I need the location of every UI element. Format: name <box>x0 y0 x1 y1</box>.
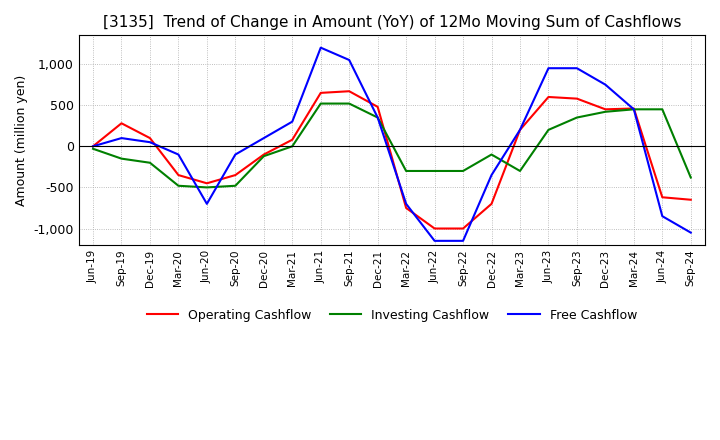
Free Cashflow <box>544 66 553 71</box>
Free Cashflow <box>316 45 325 50</box>
Operating Cashflow <box>572 96 581 101</box>
Free Cashflow <box>89 144 97 149</box>
Free Cashflow <box>459 238 467 243</box>
Free Cashflow <box>345 57 354 62</box>
Investing Cashflow <box>259 154 268 159</box>
Operating Cashflow <box>601 106 610 112</box>
Free Cashflow <box>117 136 126 141</box>
Operating Cashflow <box>374 104 382 110</box>
Operating Cashflow <box>174 172 183 178</box>
Investing Cashflow <box>174 183 183 188</box>
Free Cashflow <box>516 127 524 132</box>
Investing Cashflow <box>658 106 667 112</box>
Operating Cashflow <box>288 137 297 143</box>
Operating Cashflow <box>431 226 439 231</box>
Operating Cashflow <box>402 205 410 211</box>
Investing Cashflow <box>629 106 638 112</box>
Free Cashflow <box>572 66 581 71</box>
Free Cashflow <box>288 119 297 124</box>
Investing Cashflow <box>459 169 467 174</box>
Line: Investing Cashflow: Investing Cashflow <box>93 103 690 187</box>
Free Cashflow <box>202 201 211 206</box>
Title: [3135]  Trend of Change in Amount (YoY) of 12Mo Moving Sum of Cashflows: [3135] Trend of Change in Amount (YoY) o… <box>103 15 681 30</box>
Investing Cashflow <box>402 169 410 174</box>
Free Cashflow <box>487 172 496 178</box>
Operating Cashflow <box>145 136 154 141</box>
Investing Cashflow <box>686 175 695 180</box>
Free Cashflow <box>658 213 667 219</box>
Free Cashflow <box>402 201 410 206</box>
Free Cashflow <box>601 82 610 87</box>
Operating Cashflow <box>629 106 638 111</box>
Investing Cashflow <box>431 169 439 174</box>
Investing Cashflow <box>231 183 240 188</box>
Operating Cashflow <box>117 121 126 126</box>
Free Cashflow <box>374 115 382 120</box>
Investing Cashflow <box>117 156 126 161</box>
Line: Operating Cashflow: Operating Cashflow <box>93 91 690 228</box>
Operating Cashflow <box>487 201 496 206</box>
Free Cashflow <box>259 136 268 141</box>
Operating Cashflow <box>316 90 325 95</box>
Line: Free Cashflow: Free Cashflow <box>93 48 690 241</box>
Investing Cashflow <box>516 169 524 174</box>
Investing Cashflow <box>345 101 354 106</box>
Operating Cashflow <box>686 197 695 202</box>
Free Cashflow <box>629 106 638 112</box>
Free Cashflow <box>145 139 154 145</box>
Free Cashflow <box>231 152 240 157</box>
Operating Cashflow <box>231 172 240 178</box>
Operating Cashflow <box>658 194 667 200</box>
Investing Cashflow <box>89 146 97 151</box>
Operating Cashflow <box>516 127 524 132</box>
Investing Cashflow <box>145 160 154 165</box>
Free Cashflow <box>174 152 183 157</box>
Investing Cashflow <box>374 115 382 120</box>
Legend: Operating Cashflow, Investing Cashflow, Free Cashflow: Operating Cashflow, Investing Cashflow, … <box>142 304 642 327</box>
Operating Cashflow <box>345 88 354 94</box>
Y-axis label: Amount (million yen): Amount (million yen) <box>15 74 28 206</box>
Operating Cashflow <box>259 152 268 157</box>
Investing Cashflow <box>316 101 325 106</box>
Free Cashflow <box>431 238 439 243</box>
Operating Cashflow <box>544 94 553 99</box>
Investing Cashflow <box>572 115 581 120</box>
Free Cashflow <box>686 230 695 235</box>
Investing Cashflow <box>487 152 496 157</box>
Operating Cashflow <box>89 144 97 149</box>
Operating Cashflow <box>459 226 467 231</box>
Operating Cashflow <box>202 181 211 186</box>
Investing Cashflow <box>202 185 211 190</box>
Investing Cashflow <box>544 127 553 132</box>
Investing Cashflow <box>601 109 610 114</box>
Investing Cashflow <box>288 144 297 149</box>
